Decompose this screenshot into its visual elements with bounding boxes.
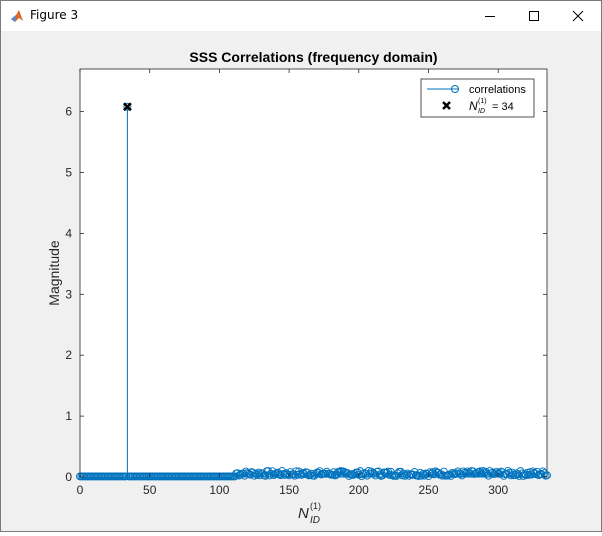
stem-marker xyxy=(265,471,274,480)
y-tick-label: 2 xyxy=(65,348,72,362)
x-tick-label: 300 xyxy=(488,483,508,497)
stem-marker xyxy=(512,469,521,478)
stem-marker xyxy=(476,467,485,476)
y-tick-label: 0 xyxy=(65,470,72,484)
stem-marker xyxy=(456,469,465,478)
stem-marker xyxy=(529,467,538,476)
stem-marker xyxy=(268,467,277,476)
y-tick-label: 3 xyxy=(65,287,72,301)
y-tick-label: 4 xyxy=(65,226,72,240)
legend-marker-circle xyxy=(451,85,459,93)
stem-marker xyxy=(458,471,466,480)
legend-label-nid-sup: (1) xyxy=(478,98,487,105)
legend-label-nid-sub: ID xyxy=(478,108,485,115)
x-tick-label: 0 xyxy=(77,483,84,497)
stem-marker xyxy=(349,471,358,479)
legend-label-nid-base: N xyxy=(469,99,478,113)
x-axis-label-sup: (1) xyxy=(310,501,321,511)
close-button[interactable] xyxy=(555,1,601,31)
y-tick-label: 6 xyxy=(65,105,72,119)
stem-marker xyxy=(264,467,273,476)
chart-title: SSS Correlations (frequency domain) xyxy=(189,49,437,65)
stem-marker xyxy=(357,472,366,481)
stem-marker xyxy=(543,471,551,480)
legend-label-correlations: correlations xyxy=(469,84,526,96)
close-icon xyxy=(572,10,584,22)
legend-marker-x xyxy=(442,101,451,110)
minimize-button[interactable] xyxy=(467,1,513,31)
x-axis-label-sub: ID xyxy=(310,515,320,526)
stem-marker xyxy=(306,470,314,479)
stem-marker xyxy=(490,470,498,479)
x-tick-label: 150 xyxy=(279,483,299,497)
peak-cross-marker xyxy=(123,102,132,112)
maximize-icon xyxy=(529,11,539,21)
x-tick-label: 200 xyxy=(349,483,369,497)
x-tick-label: 50 xyxy=(143,483,157,497)
y-tick-label: 5 xyxy=(65,166,72,180)
stem-marker xyxy=(261,471,270,480)
stem-marker xyxy=(484,471,493,480)
stem-marker xyxy=(375,470,384,479)
peak-cross-line xyxy=(123,102,132,112)
stem-marker xyxy=(477,469,486,478)
legend-label-nid-eq: = 34 xyxy=(489,101,514,113)
legend-box xyxy=(420,78,535,118)
figure-canvas: 0 50 100 150 200 250 300 0 1 2 3 4 5 6 SSS Correlatio… xyxy=(1,31,601,531)
y-axis-label: Magnitude xyxy=(46,240,62,306)
maximize-button[interactable] xyxy=(511,1,557,31)
stem-marker xyxy=(504,467,512,475)
markers-layer xyxy=(76,102,551,481)
plot-axes-background xyxy=(79,68,548,478)
title-bar: Figure 3 xyxy=(1,1,601,31)
ticks-layer xyxy=(79,69,547,478)
tick-labels-layer: 0 50 100 150 200 250 300 0 1 2 3 4 5 6 xyxy=(65,105,508,497)
stem-plot: 0 50 100 150 200 250 300 0 1 2 3 4 5 6 SSS Correlatio… xyxy=(46,49,551,526)
stem-marker xyxy=(274,468,282,477)
stem-marker xyxy=(388,471,397,480)
stem-marker xyxy=(123,102,132,111)
legend: correlations N (1) ID = 34 xyxy=(420,78,535,118)
minimize-icon xyxy=(485,16,495,17)
x-axis-label-base: N xyxy=(298,505,309,522)
x-axis-label: N (1) ID xyxy=(298,501,321,526)
x-tick-label: 100 xyxy=(209,483,229,497)
matlab-icon xyxy=(11,10,23,22)
y-tick-label: 1 xyxy=(65,409,72,423)
stem-marker xyxy=(463,467,472,476)
window-title: Figure 3 xyxy=(30,8,79,22)
stem-marker xyxy=(459,467,468,476)
x-tick-label: 250 xyxy=(418,483,438,497)
stem-marker xyxy=(240,471,249,480)
